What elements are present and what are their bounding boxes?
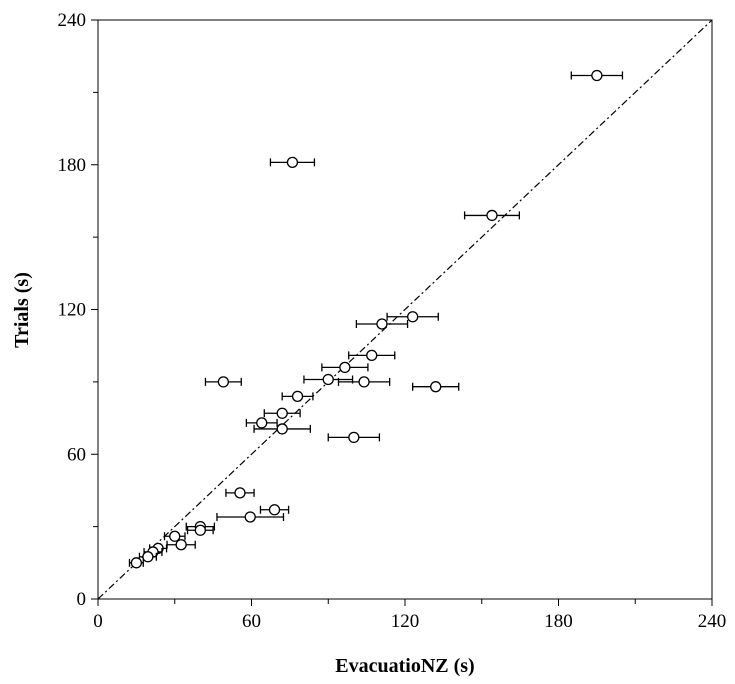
point xyxy=(291,390,304,403)
y-tick-label: 240 xyxy=(58,10,87,31)
point xyxy=(276,407,288,419)
y-axis-label: Trials (s) xyxy=(11,272,33,348)
x-axis-label: EvacuatioNZ (s) xyxy=(335,655,474,677)
point xyxy=(407,311,419,323)
point xyxy=(142,551,154,563)
y-tick-label: 120 xyxy=(58,300,87,321)
point xyxy=(430,381,442,393)
point xyxy=(276,423,288,435)
x-tick-label: 180 xyxy=(544,611,573,632)
point xyxy=(486,209,498,222)
point xyxy=(286,156,299,168)
y-tick-label: 60 xyxy=(67,444,86,465)
point xyxy=(339,361,351,374)
x-tick-label: 240 xyxy=(698,611,727,632)
point xyxy=(175,539,187,551)
point xyxy=(217,376,230,388)
point xyxy=(169,530,181,542)
point xyxy=(348,431,360,444)
point xyxy=(366,349,378,361)
point xyxy=(244,511,256,523)
x-tick-label: 120 xyxy=(391,611,420,632)
point xyxy=(358,376,370,388)
x-tick-label: 0 xyxy=(93,611,103,632)
point xyxy=(256,417,268,429)
y-tick-label: 0 xyxy=(77,589,87,610)
point xyxy=(234,487,246,499)
point xyxy=(194,524,206,536)
reference-line xyxy=(97,19,713,600)
point xyxy=(591,69,603,82)
point xyxy=(322,373,334,386)
point xyxy=(268,504,281,516)
x-tick-label: 60 xyxy=(242,611,261,632)
y-tick-label: 180 xyxy=(58,155,87,176)
point xyxy=(130,557,143,569)
point xyxy=(376,318,388,330)
